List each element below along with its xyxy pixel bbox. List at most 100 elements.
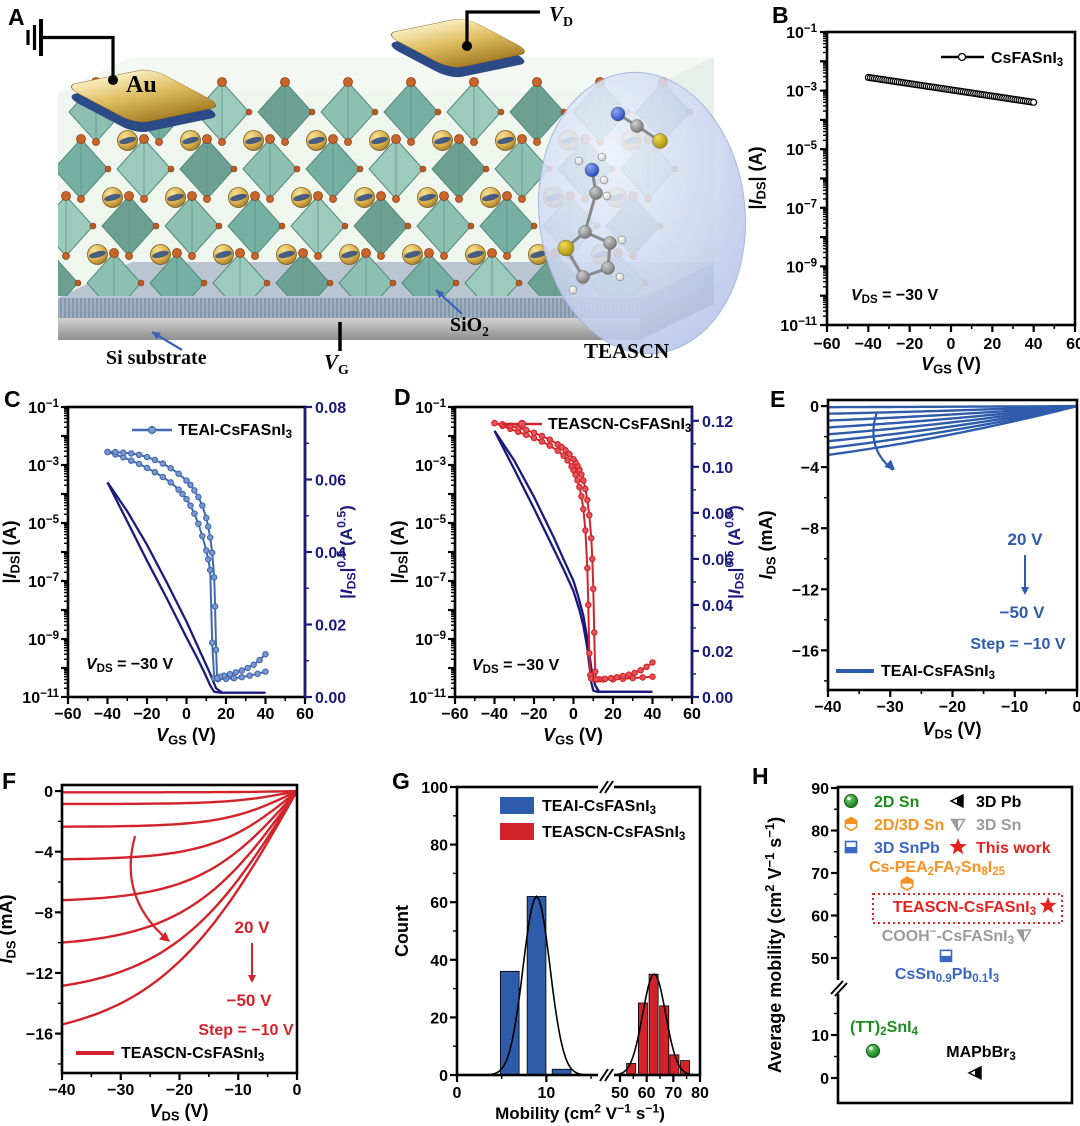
svg-text:−20: −20 (133, 706, 160, 723)
marker-sq-half (939, 949, 953, 963)
svg-text:−16: −16 (26, 1027, 53, 1044)
svg-text:3D Sn: 3D Sn (976, 817, 1021, 834)
svg-text:0: 0 (293, 1082, 302, 1099)
svg-text:60: 60 (638, 1085, 656, 1102)
svg-text:−40: −40 (48, 1082, 75, 1099)
svg-text:10−3: 10−3 (415, 456, 446, 475)
svg-text:VDS = −30 V: VDS = −30 V (472, 657, 559, 676)
svg-text:TEASCN-CsFASnI3: TEASCN-CsFASnI3 (893, 899, 1036, 918)
svg-text:50: 50 (611, 1085, 629, 1102)
panel-c-chart: −60 −40 −20 0 20 40 60 10−1 10−3 10−5 10−7 10−9 10−1… (0, 398, 358, 748)
panel-d-legend: TEASCN-CsFASnI3 (502, 416, 691, 435)
panel-g-legend: TEAI-CsFASnI3 TEASCN-CsFASnI3 (500, 797, 685, 843)
marker-tri-down-half (950, 818, 966, 832)
svg-text:0: 0 (820, 1071, 829, 1088)
svg-text:10−7: 10−7 (28, 572, 59, 591)
svg-text:−40: −40 (481, 706, 508, 723)
panel-b-legend: CsFASnI3 (941, 50, 1063, 69)
marker-sq-half (844, 840, 858, 854)
svg-text:0.04: 0.04 (702, 598, 733, 615)
marker-sphere (844, 794, 858, 808)
svg-text:−20: −20 (520, 706, 547, 723)
svg-text:40: 40 (257, 706, 275, 723)
svg-text:40: 40 (644, 706, 662, 723)
svg-text:80: 80 (430, 838, 448, 855)
svg-text:|IDS|0.5 (A0.5): |IDS|0.5 (A0.5) (723, 505, 747, 599)
svg-text:10−1: 10−1 (786, 23, 818, 42)
svg-text:VGS (V): VGS (V) (543, 725, 603, 748)
svg-text:10−11: 10−11 (409, 688, 446, 707)
svg-text:0: 0 (947, 336, 956, 353)
molecule-halo (538, 71, 746, 355)
marker-star (949, 838, 967, 855)
svg-text:CsSn0.9Pb0.1I3: CsSn0.9Pb0.1I3 (895, 966, 999, 985)
panel-label-e: E (770, 386, 786, 412)
gate-voltage-label: VG (324, 350, 349, 378)
svg-text:10−11: 10−11 (780, 316, 817, 335)
svg-text:0.04: 0.04 (315, 545, 346, 562)
sio2-front (58, 298, 640, 318)
svg-text:VGS (V): VGS (V) (921, 354, 981, 377)
svg-text:(TT)2SnI4: (TT)2SnI4 (850, 1019, 919, 1038)
marker-tri-left-half (949, 793, 964, 809)
panel-label-f: F (2, 768, 17, 794)
svg-text:−20: −20 (896, 336, 923, 353)
svg-text:60: 60 (811, 909, 829, 926)
svg-text:0.06: 0.06 (702, 552, 733, 569)
svg-text:VDS (V): VDS (V) (922, 719, 981, 742)
panel-label-h: H (752, 763, 769, 789)
svg-text:−30: −30 (877, 699, 904, 716)
marker-tri-down-half (1016, 929, 1032, 943)
svg-text:−4: −4 (801, 460, 819, 477)
panel-e-legend: TEAI-CsFASnI3 (836, 663, 995, 682)
svg-text:COOH−-CsFASnI3: COOH−-CsFASnI3 (882, 926, 1014, 947)
teascn-molecule (557, 106, 668, 295)
svg-text:10−5: 10−5 (28, 514, 60, 533)
svg-text:−50 V: −50 V (227, 991, 273, 1010)
gaussian-fit (614, 973, 698, 1076)
panel-f-legend: TEASCN-CsFASnI3 (76, 1045, 264, 1064)
svg-text:CsFASnI3: CsFASnI3 (991, 50, 1063, 69)
svg-text:IDS (mA): IDS (mA) (0, 894, 19, 963)
svg-text:100: 100 (421, 780, 448, 797)
svg-text:TEASCN-CsFASnI3: TEASCN-CsFASnI3 (542, 824, 685, 843)
svg-text:60: 60 (296, 706, 314, 723)
svg-text:TEAI-CsFASnI3: TEAI-CsFASnI3 (542, 798, 656, 817)
panel-h-points: Cs-PEA2FA7Sn8I25 TEASCN-CsFASnI3 COOH−-CsF… (850, 859, 1063, 1080)
marker-hex-half (844, 816, 858, 832)
panel-f-gate-annotation: 20 V −50 V Step = −10 V (198, 918, 293, 1039)
svg-text:70: 70 (811, 866, 829, 883)
svg-text:0: 0 (810, 399, 819, 416)
svg-text:VDS = −30 V: VDS = −30 V (851, 287, 938, 306)
svg-text:10−9: 10−9 (28, 630, 59, 649)
svg-text:−60: −60 (441, 706, 468, 723)
svg-text:−16: −16 (792, 643, 819, 660)
electrode-label-au: Au (126, 72, 157, 98)
sio2-label: SiO2 (450, 314, 489, 339)
marker-sphere (866, 1043, 880, 1058)
svg-text:TEAI-CsFASnI3: TEAI-CsFASnI3 (881, 663, 995, 682)
panel-c-series (104, 448, 269, 694)
panel-label-g: G (392, 768, 410, 794)
svg-text:3D SnPb: 3D SnPb (874, 840, 940, 857)
svg-text:10−9: 10−9 (415, 630, 446, 649)
svg-text:10−3: 10−3 (28, 456, 59, 475)
svg-text:|IDS| (A): |IDS| (A) (746, 146, 769, 209)
svg-text:0.06: 0.06 (315, 473, 346, 490)
svg-text:−20: −20 (166, 1082, 193, 1099)
svg-text:Average mobility (cm2 V−1 s−1): Average mobility (cm2 V−1 s−1) (762, 817, 785, 1073)
svg-text:70: 70 (664, 1085, 682, 1102)
svg-text:10−1: 10−1 (415, 398, 447, 417)
svg-text:Cs-PEA2FA7Sn8I25: Cs-PEA2FA7Sn8I25 (869, 859, 1006, 878)
panel-h-legend: 2D Sn 2D/3D Sn 3D SnPb 3D Pb 3D Sn This work (844, 793, 1051, 857)
svg-text:0.02: 0.02 (702, 644, 733, 661)
marker-star (1039, 896, 1057, 913)
svg-text:TEAI-CsFASnI3: TEAI-CsFASnI3 (178, 422, 292, 441)
svg-text:20: 20 (983, 336, 1001, 353)
svg-text:3D Pb: 3D Pb (976, 794, 1022, 811)
svg-text:Step = −10 V: Step = −10 V (970, 636, 1065, 653)
svg-text:10−7: 10−7 (786, 199, 817, 218)
svg-text:40: 40 (1025, 336, 1043, 353)
svg-text:10−11: 10−11 (22, 688, 59, 707)
panel-d-series (491, 419, 656, 693)
